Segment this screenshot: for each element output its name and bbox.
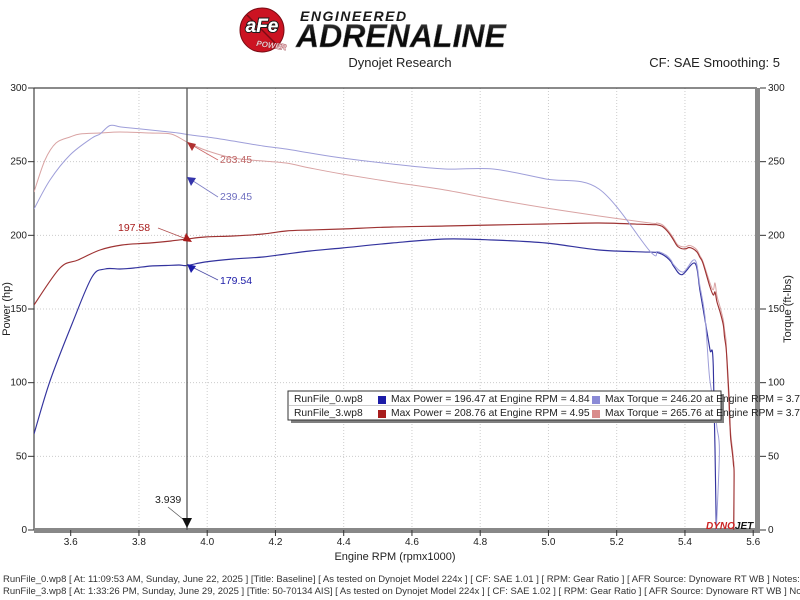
svg-text:3.8: 3.8	[132, 537, 146, 548]
svg-text:3.6: 3.6	[64, 537, 78, 548]
svg-text:Torque (ft-lbs): Torque (ft-lbs)	[782, 275, 794, 343]
svg-text:179.54: 179.54	[220, 275, 252, 287]
svg-text:5.6: 5.6	[746, 537, 760, 548]
svg-text:50: 50	[16, 451, 28, 462]
svg-text:4.6: 4.6	[405, 537, 419, 548]
svg-text:200: 200	[768, 230, 785, 241]
svg-text:RunFile_3.wp8: RunFile_3.wp8	[294, 408, 363, 419]
svg-text:Engine RPM (rpmx1000): Engine RPM (rpmx1000)	[334, 551, 455, 563]
svg-text:RunFile_0.wp8: RunFile_0.wp8	[294, 394, 363, 405]
svg-text:100: 100	[10, 378, 27, 389]
svg-text:Max Power = 196.47 at Engine R: Max Power = 196.47 at Engine RPM = 4.84	[391, 394, 590, 405]
svg-text:Max Torque = 246.20 at Engine: Max Torque = 246.20 at Engine RPM = 3.71	[605, 394, 800, 405]
svg-text:200: 200	[10, 230, 27, 241]
svg-text:5.4: 5.4	[678, 537, 692, 548]
svg-text:5.2: 5.2	[610, 537, 624, 548]
svg-text:4.2: 4.2	[268, 537, 282, 548]
svg-text:300: 300	[768, 83, 785, 94]
svg-text:4.8: 4.8	[473, 537, 487, 548]
svg-text:250: 250	[10, 157, 27, 168]
svg-text:Max Power = 208.76 at Engine R: Max Power = 208.76 at Engine RPM = 4.95	[391, 408, 590, 419]
svg-text:0: 0	[768, 525, 774, 536]
svg-text:DYNOJET: DYNOJET	[706, 521, 754, 532]
svg-text:Power (hp): Power (hp)	[1, 282, 13, 336]
svg-text:50: 50	[768, 451, 780, 462]
svg-text:300: 300	[10, 83, 27, 94]
svg-text:3.939: 3.939	[155, 494, 181, 506]
svg-text:5.0: 5.0	[541, 537, 555, 548]
svg-text:0: 0	[21, 525, 27, 536]
svg-text:250: 250	[768, 157, 785, 168]
svg-text:239.45: 239.45	[220, 191, 252, 203]
svg-text:197.58: 197.58	[118, 222, 150, 234]
svg-text:100: 100	[768, 378, 785, 389]
svg-text:Max Torque = 265.76 at Engine: Max Torque = 265.76 at Engine RPM = 3.74	[605, 408, 800, 419]
svg-text:4.4: 4.4	[337, 537, 351, 548]
svg-text:4.0: 4.0	[200, 537, 214, 548]
svg-text:263.45: 263.45	[220, 154, 252, 166]
